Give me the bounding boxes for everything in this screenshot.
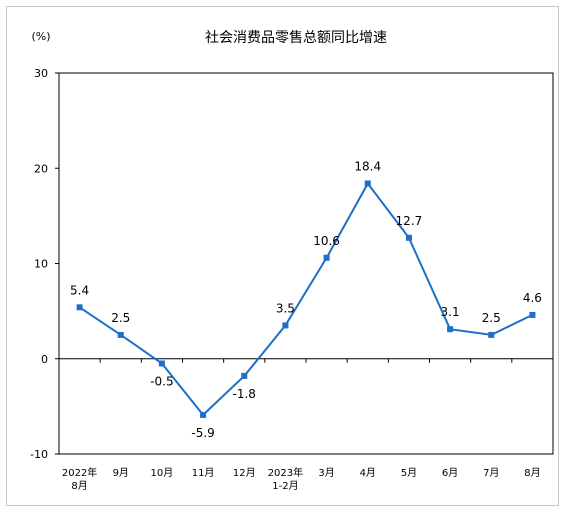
y-tick-label: -10: [30, 448, 48, 461]
data-point: [282, 322, 289, 329]
data-points: [76, 180, 536, 418]
x-tick-label: 11月: [192, 467, 215, 479]
data-label: -0.5: [150, 375, 173, 389]
series-line: [79, 181, 533, 417]
y-tick-label: 10: [34, 258, 48, 271]
data-label: 18.4: [354, 159, 381, 173]
x-tick-label-line: 4月: [360, 467, 376, 479]
y-tick-label: 20: [34, 162, 48, 175]
y-axis-unit-label: (%): [31, 30, 50, 43]
plot-area-border: [58, 72, 554, 455]
data-label: 3.1: [441, 305, 460, 319]
data-label: -5.9: [191, 426, 214, 440]
data-label: 10.6: [313, 234, 340, 248]
x-tick-label: 8月: [524, 467, 540, 479]
data-label: 4.6: [523, 291, 542, 305]
data-point: [405, 234, 412, 241]
data-point: [200, 411, 207, 418]
x-tick-label-line: 6月: [442, 467, 458, 479]
y-tick-label: 30: [34, 67, 48, 80]
x-tick-label: 5月: [401, 467, 417, 479]
x-tick-label-line: 1-2月: [272, 480, 298, 492]
data-label: 5.4: [70, 283, 89, 297]
x-tick-label-line: 9月: [113, 467, 129, 479]
x-tick-label: 3月: [318, 467, 334, 479]
x-tick-label-line: 11月: [192, 467, 215, 479]
data-point: [529, 311, 536, 318]
data-label: 3.5: [276, 301, 295, 315]
x-tick-label-line: 10月: [151, 467, 174, 479]
data-label: -1.8: [233, 387, 256, 401]
data-labels: 5.4 2.5 -0.5 -5.9 -1.8 3.5 10.6 18.4 12.7 3.1 2.5 4…: [70, 159, 542, 439]
x-tick-label-line: 7月: [483, 467, 499, 479]
x-tick-label-line: 5月: [401, 467, 417, 479]
chart-frame: [6, 6, 559, 506]
data-label: 12.7: [396, 214, 423, 228]
x-tick-label-line: 8月: [71, 480, 87, 492]
chart-title: 社会消费品零售总额同比增速: [205, 30, 387, 46]
x-tick-label: 2023年 1-2月: [268, 466, 303, 492]
data-point: [323, 254, 330, 261]
x-tick-label: 6月: [442, 467, 458, 479]
data-point: [158, 360, 165, 367]
x-tick-label: 7月: [483, 467, 499, 479]
x-tick-label-line: 12月: [233, 467, 256, 479]
data-label: 2.5: [482, 311, 501, 325]
x-tick-label: 2022年 8月: [62, 466, 97, 492]
x-tick-label: 10月: [151, 467, 174, 479]
data-point: [364, 180, 371, 187]
data-point: [76, 304, 83, 311]
data-point: [447, 326, 454, 333]
x-tick-label: 4月: [360, 467, 376, 479]
y-axis: 30 20 10 0 -10: [30, 67, 59, 461]
data-point: [117, 331, 124, 338]
x-tick-label-line: 8月: [524, 467, 540, 479]
x-tick-label: 9月: [113, 467, 129, 479]
x-tick-label-line: 2023年: [268, 466, 303, 479]
x-tick-label-line: 3月: [318, 467, 334, 479]
x-tick-label-line: 2022年: [62, 466, 97, 479]
data-point: [488, 331, 495, 338]
x-tick-label: 12月: [233, 467, 256, 479]
data-point: [241, 372, 248, 379]
data-label: 2.5: [111, 311, 130, 325]
y-tick-label: 0: [41, 353, 48, 366]
